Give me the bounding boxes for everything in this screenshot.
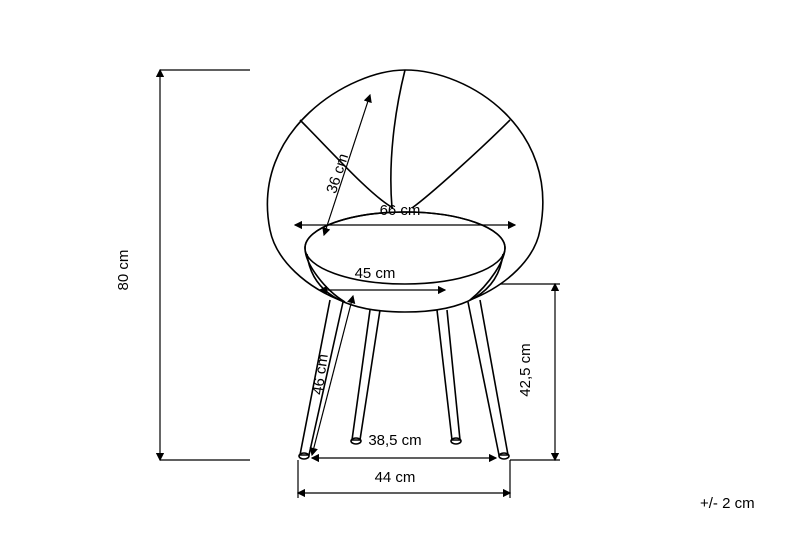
tolerance-note: +/- 2 cm [700, 495, 755, 512]
dimension-label-total_height: 80 cm [115, 250, 132, 291]
chair-outline [267, 70, 542, 459]
dimension-label-seat_top: 42,5 cm [517, 343, 534, 396]
dimension-label-back_height: 36 cm [323, 152, 352, 196]
dimension-label-seat_depth: 45 cm [355, 265, 396, 282]
dimension-label-inner_width: 66 cm [380, 202, 421, 219]
dimension-label-leg_spread: 38,5 cm [368, 432, 421, 449]
dimension-label-base_width: 44 cm [375, 469, 416, 486]
